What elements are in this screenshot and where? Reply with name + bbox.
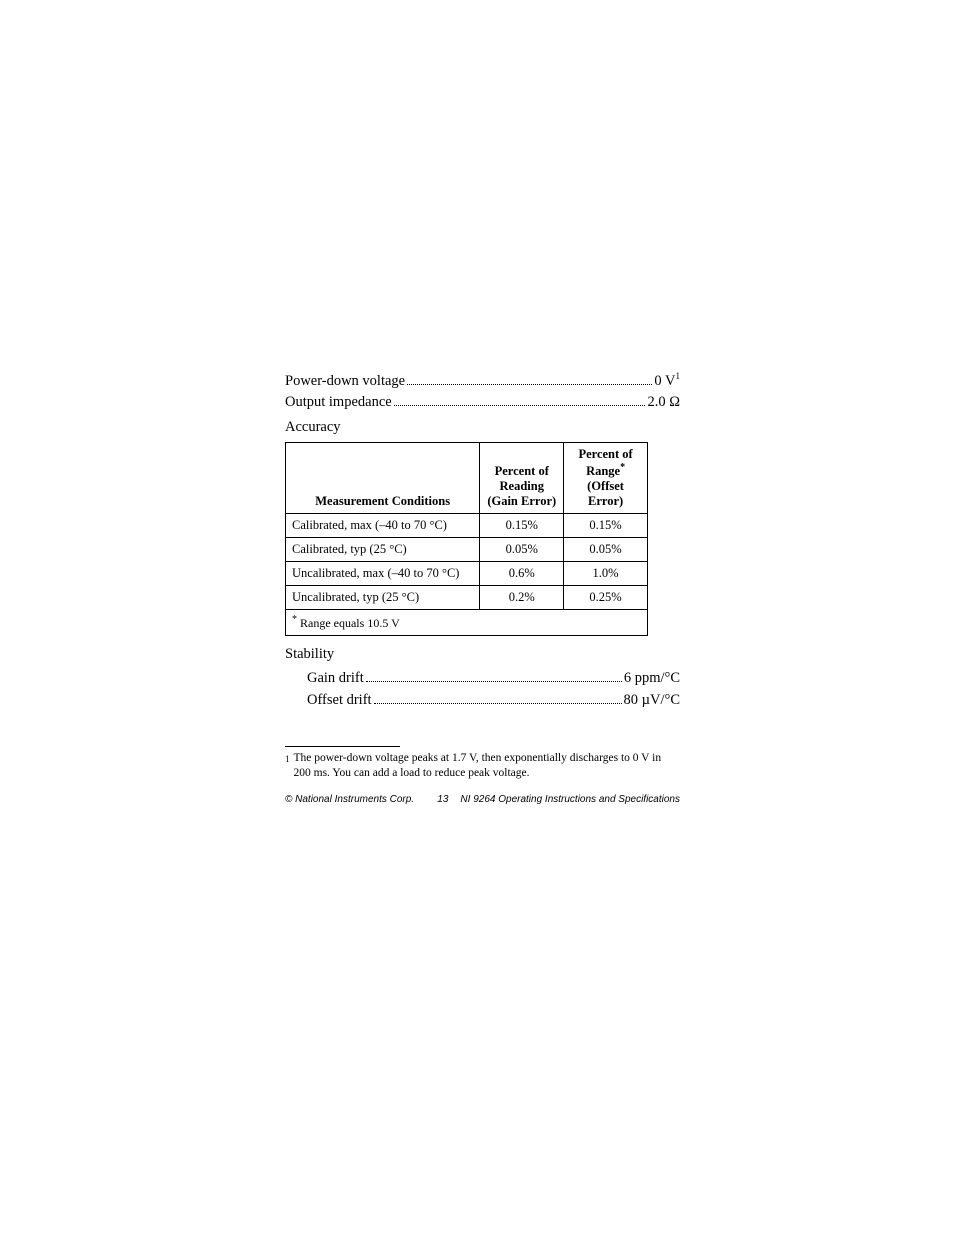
spec-power-down-voltage: Power-down voltage 0 V1 [285,370,680,391]
accuracy-title: Accuracy [285,419,680,436]
spec-value: 2.0 Ω [647,393,680,413]
table-footnote-text: Range equals 10.5 V [297,616,400,630]
table-footnote-row: * Range equals 10.5 V [286,610,648,636]
spec-value: 0 V1 [654,370,680,391]
cell-offset: 0.15% [564,514,648,538]
footer-copyright: © National Instruments Corp. [285,794,414,805]
table-row: Uncalibrated, typ (25 °C) 0.2% 0.25% [286,586,648,610]
leader-dots [407,384,652,385]
page-footer: © National Instruments Corp. 13 NI 9264 … [285,794,680,805]
col-header-gain: Percent of Reading (Gain Error) [480,442,564,513]
cell-gain: 0.05% [480,538,564,562]
cell-gain: 0.15% [480,514,564,538]
table-row: Calibrated, typ (25 °C) 0.05% 0.05% [286,538,648,562]
leader-dots [374,703,622,704]
footnote-marker: 1 [285,751,290,780]
spec-value: 80 µV/°C [624,691,680,711]
stability-gain-drift: Gain drift 6 ppm/°C [307,669,680,689]
header-text: Percent of [495,464,549,478]
asterisk: * [620,462,625,473]
footnote-ref-1: 1 [676,371,681,381]
cell-offset: 0.05% [564,538,648,562]
footnote-1: 1 The power-down voltage peaks at 1.7 V,… [285,751,680,780]
cell-gain: 0.6% [480,562,564,586]
leader-dots [394,405,646,406]
header-text: Reading [500,479,544,493]
stability-section: Stability Gain drift 6 ppm/°C Offset dri… [285,646,680,710]
cell-conditions: Uncalibrated, typ (25 °C) [286,586,480,610]
cell-conditions: Calibrated, typ (25 °C) [286,538,480,562]
cell-offset: 0.25% [564,586,648,610]
footnote-separator [285,746,400,747]
footer-page-number: 13 [437,794,448,805]
cell-conditions: Uncalibrated, max (–40 to 70 °C) [286,562,480,586]
cell-gain: 0.2% [480,586,564,610]
leader-dots [366,681,622,682]
spec-output-impedance: Output impedance 2.0 Ω [285,393,680,413]
spec-label: Offset drift [307,691,372,711]
spec-label: Gain drift [307,669,364,689]
header-text: Range [586,464,620,478]
spec-label: Power-down voltage [285,372,405,392]
header-text: (Gain Error) [487,494,556,508]
spec-value: 6 ppm/°C [624,669,680,689]
table-row: Calibrated, max (–40 to 70 °C) 0.15% 0.1… [286,514,648,538]
col-header-conditions: Measurement Conditions [286,442,480,513]
page-content: Power-down voltage 0 V1 Output impedance… [285,370,680,805]
col-header-offset: Percent of Range* (Offset Error) [564,442,648,513]
header-text: Percent of [578,447,632,461]
table-row: Uncalibrated, max (–40 to 70 °C) 0.6% 1.… [286,562,648,586]
footnote-text: The power-down voltage peaks at 1.7 V, t… [294,751,681,780]
stability-title: Stability [285,646,680,663]
footer-doc-title: NI 9264 Operating Instructions and Speci… [460,794,680,805]
stability-offset-drift: Offset drift 80 µV/°C [307,691,680,711]
cell-conditions: Calibrated, max (–40 to 70 °C) [286,514,480,538]
cell-offset: 1.0% [564,562,648,586]
table-header-row: Measurement Conditions Percent of Readin… [286,442,648,513]
accuracy-table: Measurement Conditions Percent of Readin… [285,442,648,636]
spec-value-text: 0 V [654,373,675,389]
footer-right: 13 NI 9264 Operating Instructions and Sp… [437,794,680,805]
spec-label: Output impedance [285,393,392,413]
table-footnote-cell: * Range equals 10.5 V [286,610,648,636]
header-text: (Offset Error) [587,479,624,508]
